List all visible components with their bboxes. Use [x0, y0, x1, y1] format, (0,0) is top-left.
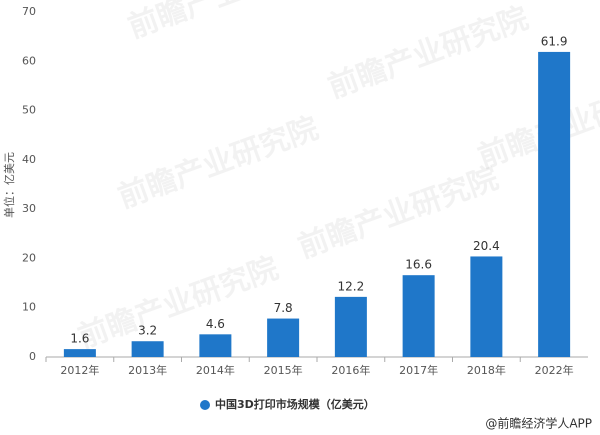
legend-marker — [200, 400, 210, 410]
watermark: 前瞻产业研究院 — [74, 251, 283, 356]
x-tick-label: 2015年 — [264, 363, 303, 377]
data-label: 20.4 — [473, 239, 500, 253]
watermark: 前瞻产业研究院 — [294, 161, 503, 266]
data-label: 3.2 — [138, 324, 157, 338]
bar — [402, 275, 435, 357]
bar — [470, 256, 503, 357]
source: @前瞻经济学人APP — [485, 416, 592, 431]
data-label: 12.2 — [338, 279, 365, 293]
x-tick-label: 2022年 — [535, 363, 574, 377]
bar — [63, 349, 96, 357]
y-tick-label: 60 — [22, 54, 36, 67]
legend-label: 中国3D打印市场规模（亿美元） — [215, 397, 375, 411]
bar — [538, 51, 571, 358]
x-tick-label: 2014年 — [196, 363, 235, 377]
x-tick-label: 2018年 — [467, 363, 506, 377]
y-tick-label: 30 — [22, 202, 36, 215]
data-label: 16.6 — [405, 258, 432, 272]
watermark: 前瞻产业研究院 — [124, 0, 333, 46]
y-axis-label: 单位：亿美元 — [2, 152, 16, 218]
bar — [199, 334, 232, 357]
data-label: 1.6 — [70, 332, 89, 346]
x-tick-label: 2013年 — [128, 363, 167, 377]
data-label: 4.6 — [206, 317, 225, 331]
x-tick-label: 2012年 — [60, 363, 99, 377]
y-tick-label: 10 — [22, 301, 36, 314]
x-tick-label: 2017年 — [399, 363, 438, 377]
watermark: 前瞻产业研究院 — [114, 111, 323, 216]
data-label: 61.9 — [541, 34, 568, 48]
y-tick-label: 0 — [29, 350, 36, 363]
bar — [334, 296, 367, 357]
data-label: 7.8 — [274, 301, 293, 315]
y-tick-label: 70 — [22, 5, 36, 18]
y-tick-label: 20 — [22, 251, 36, 264]
x-tick-label: 2016年 — [331, 363, 370, 377]
watermark: 前瞻产业研究院 — [324, 1, 533, 106]
watermark: 前瞻产业研究院 — [474, 71, 600, 176]
bar — [131, 341, 164, 357]
bar — [267, 318, 300, 357]
y-tick-label: 50 — [22, 104, 36, 117]
y-tick-label: 40 — [22, 153, 36, 166]
